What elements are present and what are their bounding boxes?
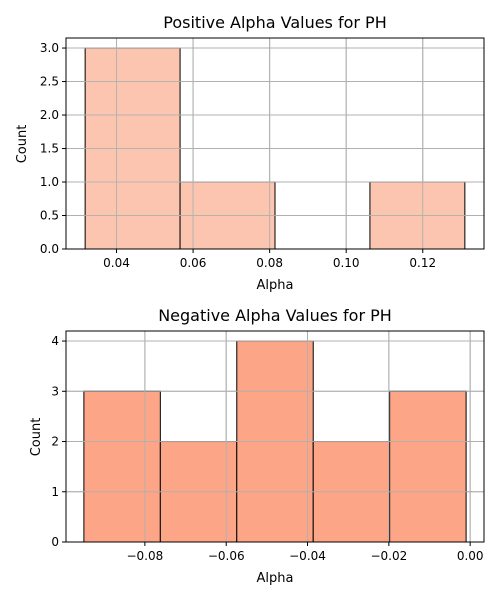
x-tick-label: −0.04	[289, 549, 326, 563]
bars	[66, 331, 484, 543]
y-tick-label: 0	[51, 535, 59, 549]
y-tick-label: 0.5	[40, 209, 59, 223]
positive-alpha-histogram: Positive Alpha Values for PH 0.04 0.06 0.0…	[15, 13, 485, 293]
y-axis-label: Count	[29, 418, 44, 457]
y-tick-label: 0.0	[40, 242, 59, 256]
y-tick-label: 2.5	[40, 75, 59, 89]
y-tick-label: 1.0	[40, 175, 59, 189]
x-tick-label: 0.00	[457, 549, 484, 563]
x-tick-label: 0.10	[333, 256, 360, 270]
histogram-bar	[389, 390, 467, 543]
chart-title: Negative Alpha Values for PH	[158, 306, 392, 325]
y-tick-label: 1.5	[40, 142, 59, 156]
ticks: 0.04 0.06 0.08 0.10 0.12 0.0 0.5 1.0 1.5 2.0 2.5 3.…	[40, 41, 436, 270]
ticks: −0.08 −0.06 −0.04 −0.02 0.00 0 1 2 3 4	[51, 334, 483, 563]
y-tick-label: 3.0	[40, 41, 59, 55]
x-axis-label: Alpha	[257, 278, 294, 293]
y-tick-label: 2	[51, 435, 59, 449]
y-tick-label: 4	[51, 334, 59, 348]
x-tick-label: 0.08	[256, 256, 283, 270]
x-tick-label: −0.02	[370, 549, 407, 563]
plot-frame	[65, 330, 485, 543]
x-tick-label: 0.04	[103, 256, 130, 270]
y-tick-label: 3	[51, 384, 59, 398]
x-tick-label: −0.08	[126, 549, 163, 563]
negative-alpha-histogram: Negative Alpha Values for PH −0.08 −0.06−…	[29, 306, 485, 586]
x-tick-label: 0.06	[180, 256, 207, 270]
chart-title: Positive Alpha Values for PH	[163, 13, 386, 32]
y-axis-label: Count	[15, 125, 30, 164]
plot-frame	[65, 37, 485, 250]
bars	[66, 38, 484, 250]
x-axis-label: Alpha	[257, 571, 294, 586]
y-tick-label: 1	[51, 485, 59, 499]
x-tick-label: −0.06	[208, 549, 245, 563]
x-tick-label: 0.12	[409, 256, 436, 270]
y-tick-label: 2.0	[40, 108, 59, 122]
histogram-bar	[83, 390, 161, 543]
